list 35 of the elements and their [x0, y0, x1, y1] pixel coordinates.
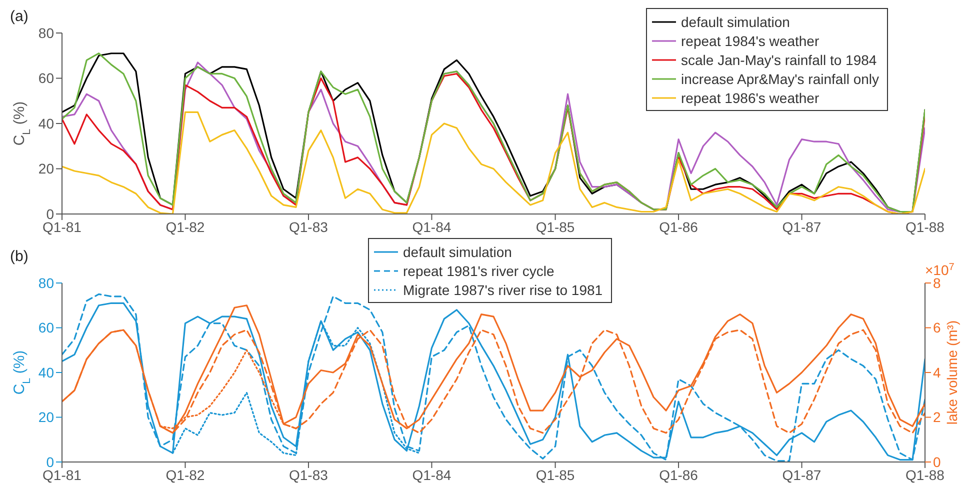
legend-label: scale Jan-May's rainfall to 1984 — [681, 52, 877, 68]
x-tick-label: Q1-88 — [906, 218, 945, 235]
x-tick-label: Q1-83 — [289, 218, 328, 235]
legend-label: increase Apr&May's rainfall only — [681, 70, 879, 86]
chart-title: (b) — [10, 248, 28, 265]
y-tick-label: 40 — [38, 115, 54, 132]
legend-label: repeat 1986's weather — [681, 90, 820, 106]
x-tick-label: Q1-84 — [412, 466, 452, 483]
legend-label: Migrate 1987's river rise to 1981 — [403, 282, 603, 298]
y2-axis-title: lake volume (m³) — [944, 320, 960, 425]
x-tick-label: Q1-82 — [166, 218, 205, 235]
y-tick-label: 60 — [38, 70, 54, 86]
x-tick-label: Q1-85 — [536, 218, 575, 235]
legend-label: default simulation — [681, 14, 790, 30]
x-tick-label: Q1-87 — [782, 466, 822, 483]
legend-label: repeat 1981's river cycle — [403, 262, 554, 278]
legend-label: default simulation — [403, 244, 512, 260]
y-tick-label: 60 — [38, 320, 54, 336]
x-tick-label: Q1-86 — [659, 466, 698, 483]
y-tick-label: 80 — [38, 274, 54, 291]
y2-tick-label: 2 — [933, 409, 941, 426]
x-tick-label: Q1-85 — [536, 466, 575, 483]
y-tick-label: 20 — [38, 409, 54, 426]
y2-tick-label: 4 — [933, 364, 941, 380]
x-tick-label: Q1-82 — [166, 466, 205, 483]
y-tick-label: 80 — [38, 24, 54, 41]
y-tick-label: 20 — [38, 160, 54, 177]
x-tick-label: Q1-86 — [659, 218, 698, 235]
x-tick-label: Q1-84 — [412, 218, 452, 235]
x-tick-label: Q1-87 — [782, 218, 822, 235]
chart-title: (a) — [10, 8, 28, 25]
y2-tick-label: 6 — [933, 320, 941, 336]
legend-label: repeat 1984's weather — [681, 32, 820, 48]
y-tick-label: 40 — [38, 364, 54, 380]
x-tick-label: Q1-83 — [289, 466, 328, 483]
